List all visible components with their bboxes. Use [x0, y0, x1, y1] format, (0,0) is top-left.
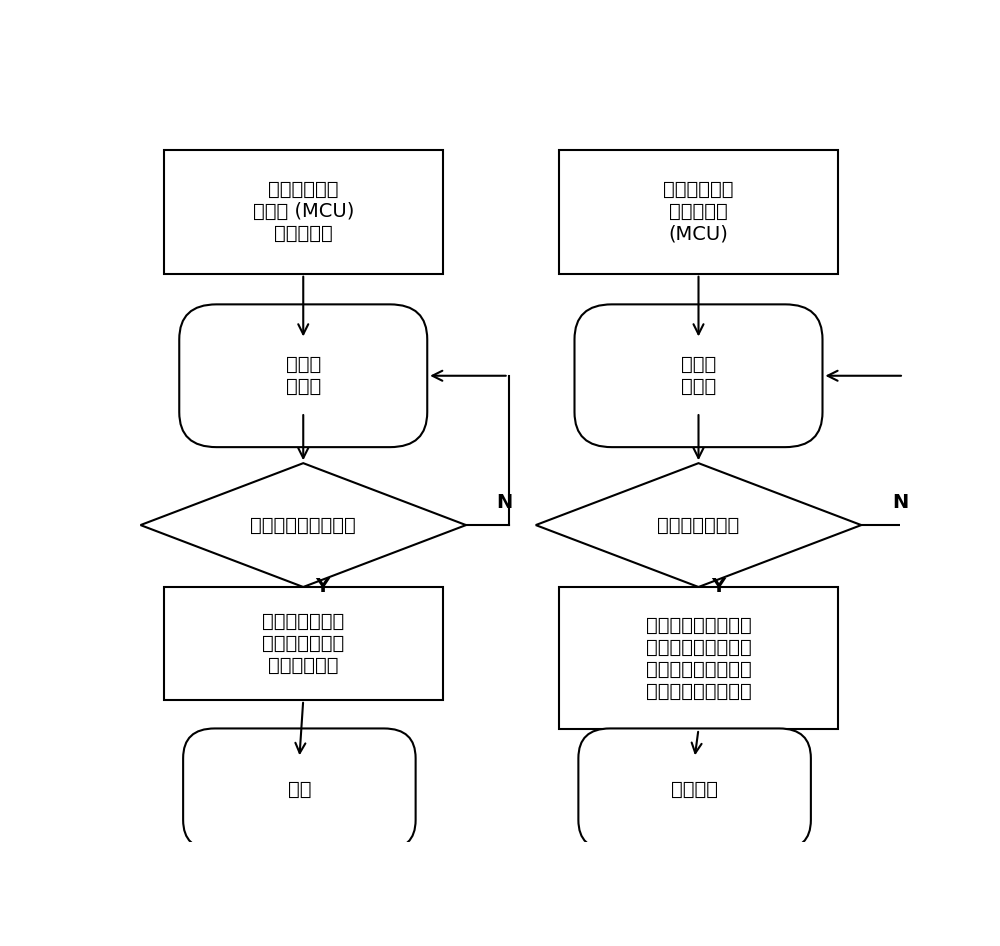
Text: 上控制
电开始: 上控制 电开始	[681, 356, 716, 396]
FancyBboxPatch shape	[559, 149, 838, 273]
Text: 三角波计数零点到？: 三角波计数零点到？	[250, 516, 356, 534]
Polygon shape	[140, 464, 466, 587]
Text: N: N	[892, 493, 908, 512]
Polygon shape	[536, 464, 861, 587]
Text: Y: Y	[711, 577, 725, 597]
Text: 返回结束: 返回结束	[671, 780, 718, 798]
FancyBboxPatch shape	[164, 587, 443, 700]
FancyBboxPatch shape	[164, 149, 443, 273]
FancyBboxPatch shape	[179, 305, 427, 447]
Text: N: N	[497, 493, 513, 512]
FancyBboxPatch shape	[574, 305, 822, 447]
Text: 进入外部中断响应程
序，根据脉冲传输延
时修正自身三角波计
数值并置同步状态位: 进入外部中断响应程 序，根据脉冲传输延 时修正自身三角波计 数值并置同步状态位	[646, 616, 751, 701]
FancyBboxPatch shape	[183, 728, 416, 850]
Text: 上控制
电开始: 上控制 电开始	[286, 356, 321, 396]
Text: 其它逆变器嵌
入式控制器
(MCU): 其它逆变器嵌 入式控制器 (MCU)	[663, 181, 734, 243]
Text: 由输出端口向其
它逆变器控制器
发出同步脉冲: 由输出端口向其 它逆变器控制器 发出同步脉冲	[262, 612, 344, 674]
Text: 以一台嵌入式
控制器 (MCU)
作为同步源: 以一台嵌入式 控制器 (MCU) 作为同步源	[253, 181, 354, 243]
FancyBboxPatch shape	[559, 587, 838, 729]
Text: 结束: 结束	[288, 780, 311, 798]
Text: 收到同步脉冲？: 收到同步脉冲？	[657, 516, 740, 534]
Text: Y: Y	[316, 577, 330, 597]
FancyBboxPatch shape	[578, 728, 811, 850]
